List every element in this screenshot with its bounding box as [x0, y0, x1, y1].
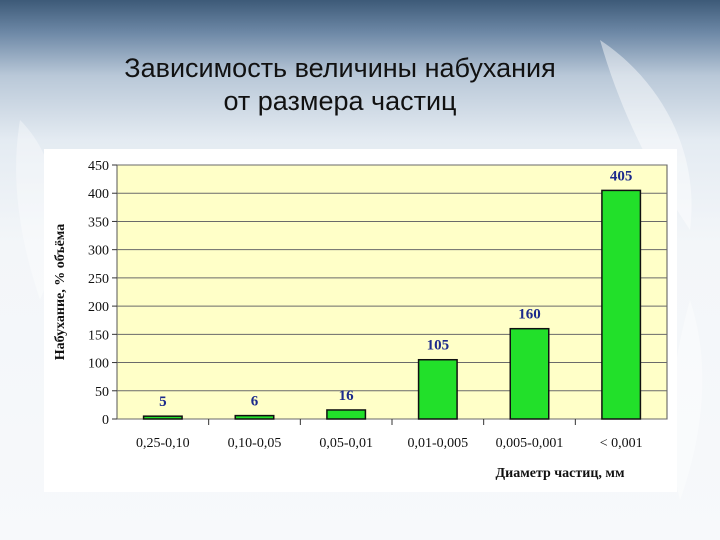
bars: [142, 189, 642, 420]
y-tick-label: 450: [88, 159, 109, 174]
bar: [326, 409, 367, 420]
y-tick-label: 150: [88, 328, 109, 343]
data-label: 105: [427, 338, 450, 354]
x-tick-label: 0,01-0,005: [407, 436, 468, 451]
y-tick-label: 200: [88, 300, 109, 315]
data-label: 6: [251, 394, 259, 410]
y-tick-label: 300: [88, 244, 109, 259]
y-tick-label: 400: [88, 187, 109, 202]
bar: [234, 414, 275, 420]
slide-title-line-1: Зависимость величины набухания: [124, 53, 556, 83]
data-label: 5: [159, 394, 167, 410]
bar: [417, 358, 458, 420]
bar: [509, 327, 550, 420]
x-axis-label: Диаметр частиц, мм: [496, 466, 625, 481]
bar: [142, 415, 183, 420]
x-tick-label: 0,005-0,001: [496, 436, 564, 451]
data-label: 405: [610, 168, 633, 184]
plot-area: [116, 164, 668, 420]
x-tick-label: 0,10-0,05: [228, 436, 282, 451]
bar-chart: 0 50 100 150 200 250 300 350 400 450 5 6 16 105 160 40…: [53, 159, 668, 481]
bar: [601, 189, 642, 420]
value-labels: 5 6 16 105 160 405: [159, 168, 632, 410]
y-tick-label: 350: [88, 215, 109, 230]
data-label: 160: [518, 307, 541, 323]
y-tick-label: 50: [95, 385, 109, 400]
y-tick-labels: 0 50 100 150 200 250 300 350 400 450: [88, 159, 109, 428]
y-axis-label: Набухание, % объёма: [53, 224, 68, 361]
x-tick-label: < 0,001: [600, 436, 643, 451]
y-tick-label: 100: [88, 357, 109, 372]
chart-panel: 0 50 100 150 200 250 300 350 400 450 5 6 16 105 160 40…: [44, 149, 677, 492]
x-tick-label: 0,25-0,10: [136, 436, 190, 451]
x-tick-labels: 0,25-0,10 0,10-0,05 0,05-0,01 0,01-0,005 0,0…: [136, 419, 643, 451]
data-label: 16: [339, 388, 355, 404]
y-tick-label: 0: [102, 413, 109, 428]
slide-title-line-2: от размера частиц: [223, 86, 457, 116]
y-tick-label: 250: [88, 272, 109, 287]
slide-title: Зависимость величины набухания от размер…: [80, 52, 600, 118]
x-tick-label: 0,05-0,01: [319, 436, 373, 451]
